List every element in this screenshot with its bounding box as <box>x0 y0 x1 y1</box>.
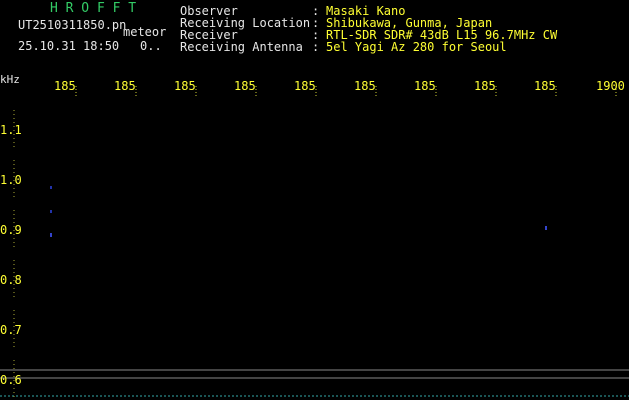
y-label: 0.8 <box>0 273 22 287</box>
x-label: 185 <box>474 79 496 93</box>
info-separator: : <box>312 4 320 18</box>
x-label: 185 <box>54 79 76 93</box>
info-label: Receiving Location <box>180 16 311 30</box>
x-label: 185 <box>534 79 556 93</box>
x-label: 1900 <box>596 79 625 93</box>
info-value: Masaki Kano <box>326 4 406 18</box>
file-name: UT2510311850.pn <box>18 18 127 32</box>
y-label: 0.9 <box>0 223 22 237</box>
x-label: 185 <box>294 79 316 93</box>
info-separator: : <box>312 16 320 30</box>
x-label: 185 <box>174 79 196 93</box>
echo <box>50 233 52 237</box>
info-separator: : <box>312 28 320 42</box>
x-label: 185 <box>114 79 136 93</box>
info-label: Receiver <box>180 28 238 42</box>
app-title: H R O F F T <box>50 1 137 16</box>
x-label: 185 <box>414 79 436 93</box>
timestamp: 25.10.31 18:50 <box>18 39 120 53</box>
x-label: 185 <box>354 79 376 93</box>
info-label: Receiving Antenna <box>180 40 303 54</box>
mode: meteor <box>123 25 167 39</box>
echo <box>545 226 547 230</box>
echo <box>50 186 52 189</box>
y-label: 1.1 <box>0 123 22 137</box>
y-label: 0.6 <box>0 373 22 387</box>
info-label: Observer <box>180 4 238 18</box>
count: 0.. <box>140 39 162 53</box>
x-label: 185 <box>234 79 256 93</box>
y-unit: kHz <box>0 73 20 86</box>
info-value: 5el Yagi Az 280 for Seoul <box>326 40 507 54</box>
y-label: 0.7 <box>0 323 22 337</box>
info-value: RTL-SDR SDR# 43dB L15 96.7MHz CW <box>326 28 558 42</box>
echo <box>50 210 52 213</box>
info-separator: : <box>312 40 320 54</box>
y-label: 1.0 <box>0 173 22 187</box>
info-value: Shibukawa, Gunma, Japan <box>326 16 493 30</box>
